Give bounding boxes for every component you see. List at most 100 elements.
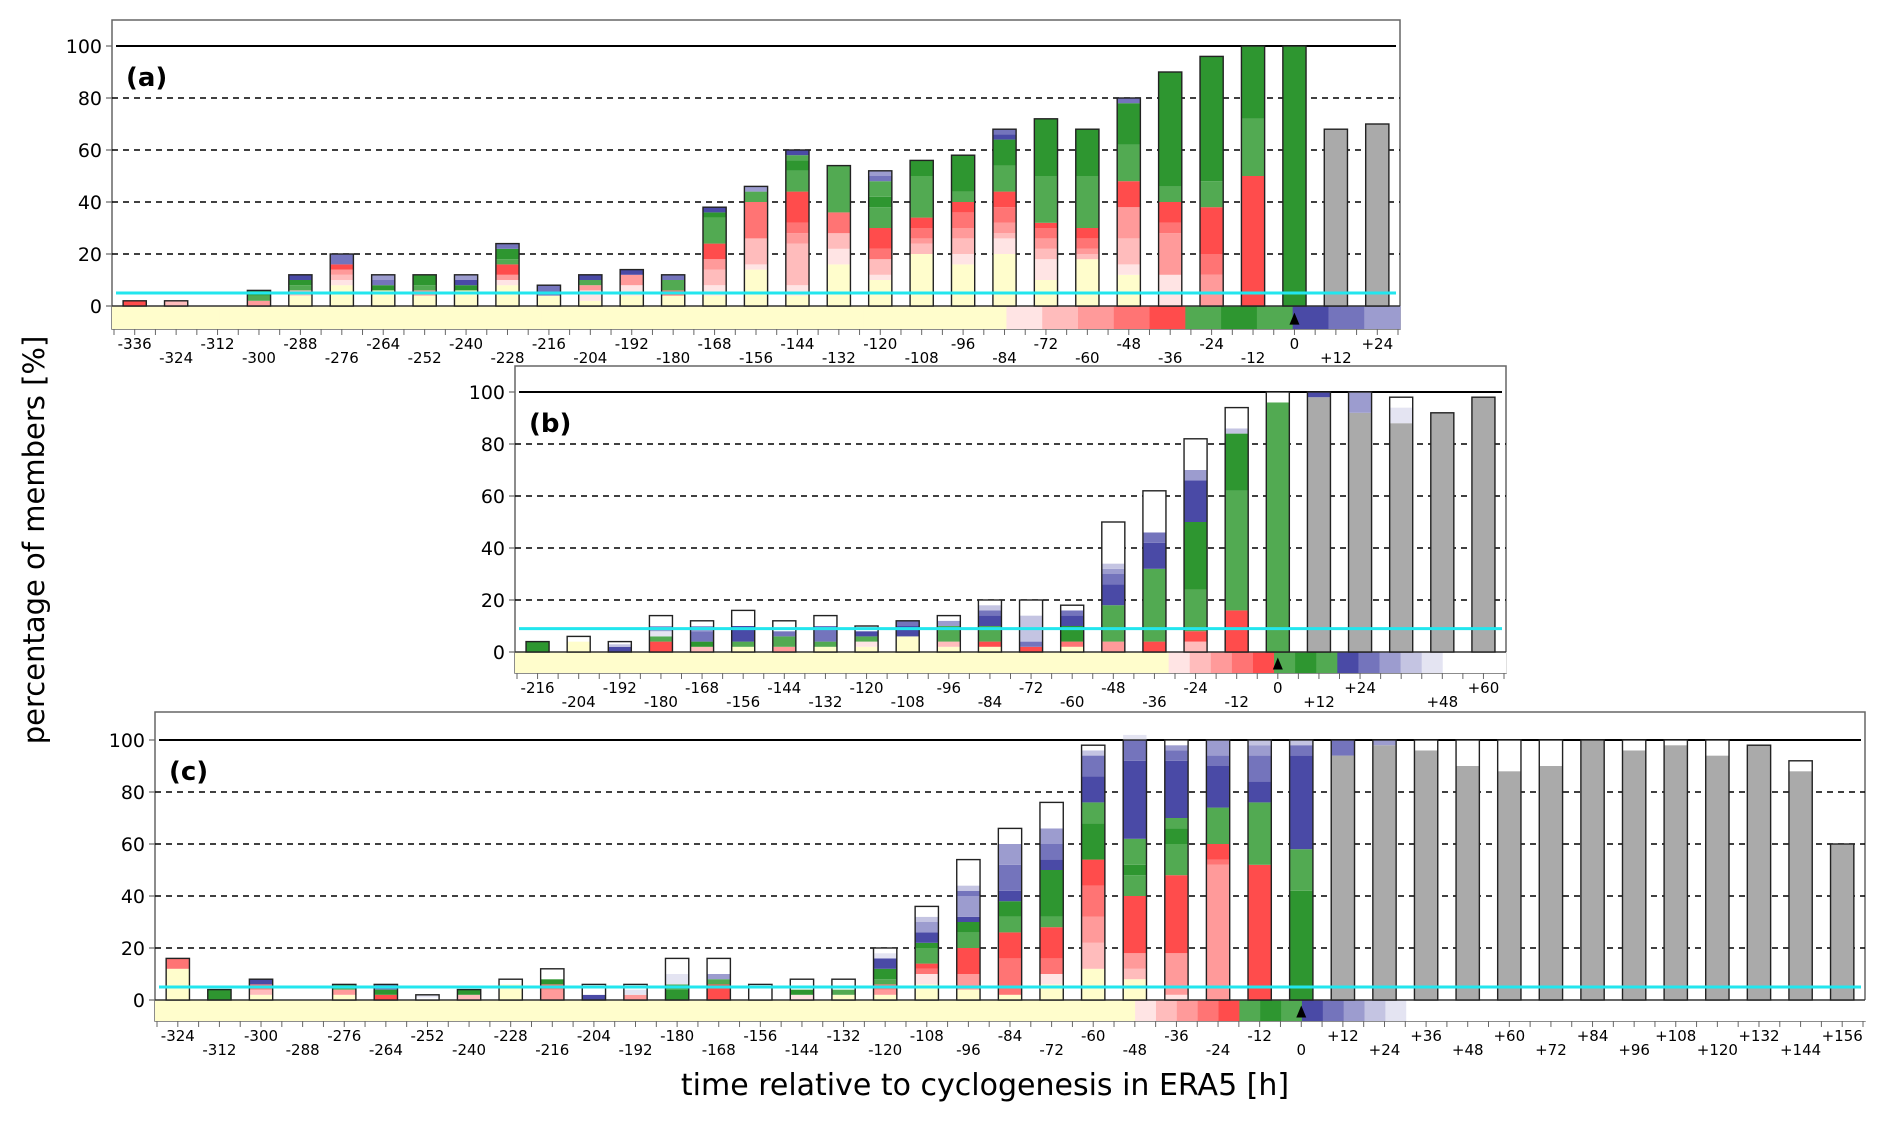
bar-segment: [1289, 890, 1313, 1000]
bar: [789, 978, 815, 1001]
bar-segment: [910, 254, 934, 306]
band-cell: [255, 306, 292, 329]
bar-segment: [785, 222, 810, 234]
x-tick-label: +156: [1822, 1027, 1863, 1045]
bar: [607, 640, 633, 653]
band-cell: [947, 1000, 969, 1021]
bar-segment: [540, 968, 564, 980]
band-cell: [905, 1000, 928, 1021]
band-cell: [1252, 652, 1275, 673]
bar-outline: [1240, 45, 1266, 307]
band-cell: [989, 1000, 1011, 1021]
bar-outline: [1247, 739, 1273, 1001]
bar-segment: [249, 979, 273, 985]
band-cell: [515, 652, 537, 673]
bar-segment: [1289, 745, 1313, 756]
x-tick-label: -216: [535, 1041, 569, 1059]
bar-segment: [992, 134, 1017, 140]
band-cell: [1176, 1000, 1199, 1021]
bar: [872, 947, 898, 1001]
band-cell: [746, 652, 769, 673]
x-tick-label: -180: [660, 1027, 694, 1045]
band-cell: [1364, 1000, 1386, 1021]
bar-segment: [978, 641, 1002, 647]
bar-segment: [457, 989, 481, 995]
band-cell: [934, 306, 972, 329]
x-tick-label: -252: [410, 1027, 444, 1045]
bar-segment: [910, 217, 934, 228]
bar-segment: [992, 254, 1017, 306]
band-cell: [1239, 1000, 1261, 1021]
y-tick-label: 20: [121, 938, 145, 960]
bar: [1288, 739, 1314, 1001]
bar-segment: [1123, 864, 1147, 876]
bar-segment: [744, 191, 768, 202]
bar-segment: [744, 186, 768, 192]
band-cell: [1739, 1000, 1762, 1021]
bar-outline: [566, 635, 591, 653]
x-tick-label: -336: [118, 335, 152, 353]
band-cell: [290, 306, 328, 329]
bar: [1018, 599, 1044, 653]
bar-outline: [826, 164, 852, 307]
x-tick-label: -204: [573, 349, 607, 367]
x-tick-label: -12: [1241, 349, 1266, 367]
bar-segment: [992, 165, 1017, 192]
bar-segment: [1123, 760, 1147, 839]
band-cell: [1719, 1000, 1741, 1021]
bar-segment: [1331, 740, 1355, 756]
bar: [1306, 391, 1332, 653]
triangle-marker-icon: [1296, 1005, 1307, 1018]
x-tick-label: -144: [767, 679, 801, 697]
band-cell: [112, 306, 149, 329]
band-cell: [577, 306, 614, 329]
x-tick-label: -72: [1039, 1041, 1064, 1059]
bar-outline: [1746, 744, 1772, 1001]
bar-segment: [998, 844, 1022, 865]
band-cell: [1042, 306, 1079, 329]
bar-outline: [1330, 739, 1356, 1001]
bar: [914, 905, 940, 1001]
bar-outline: [1388, 396, 1414, 653]
band-cell: [1114, 1000, 1136, 1021]
band-cell: [183, 306, 220, 329]
x-tick-label: 0: [1290, 335, 1300, 353]
bar-segment: [690, 631, 714, 642]
bar-segment: [998, 828, 1022, 844]
band-cell: [536, 652, 558, 673]
bar-segment: [937, 615, 961, 621]
bar-segment: [951, 155, 975, 192]
bar-segment: [1289, 755, 1313, 850]
bar-segment: [1289, 740, 1313, 746]
bar-segment: [1705, 755, 1730, 1000]
band-cell: [1084, 652, 1106, 673]
bar-outline: [495, 242, 520, 307]
bar-segment: [915, 948, 939, 964]
bar-segment: [702, 259, 727, 270]
band-cell: [1210, 652, 1233, 673]
bar-segment: [896, 620, 920, 626]
panel-label: (c): [169, 757, 208, 787]
bar-segment: [1184, 480, 1208, 522]
bar-outline: [1323, 128, 1349, 307]
bar-outline: [1364, 123, 1390, 307]
x-tick-label: -120: [868, 1041, 902, 1059]
bar-segment: [1497, 740, 1521, 772]
bar-outline: [660, 274, 686, 307]
bar-outline: [1116, 97, 1142, 307]
bar-segment: [1039, 974, 1064, 985]
bar-segment: [937, 646, 961, 652]
bar: [895, 620, 920, 653]
bar-segment: [1101, 568, 1125, 574]
bar-segment: [868, 196, 892, 208]
bar-outline: [702, 206, 727, 307]
band-cell: [551, 1000, 573, 1021]
band-cell: [384, 1000, 406, 1021]
bar: [660, 274, 686, 307]
bar: [956, 858, 981, 1001]
bar-segment: [813, 615, 837, 626]
bar-segment: [1184, 470, 1208, 481]
bar-segment: [873, 989, 897, 995]
bar-segment: [855, 646, 879, 652]
bar-outline: [831, 978, 856, 1001]
